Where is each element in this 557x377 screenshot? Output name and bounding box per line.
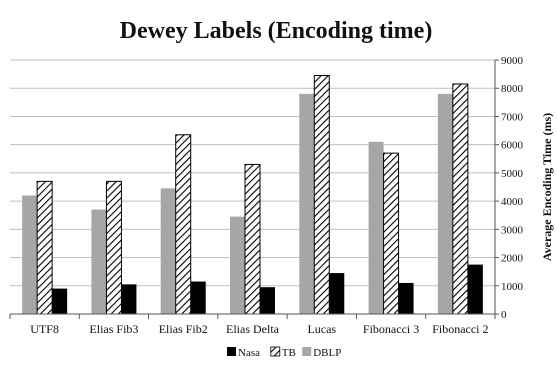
- y-tick-label: 1000: [501, 281, 524, 293]
- bar-tb-utf8: [36, 180, 53, 315]
- bar-tb-lucas: [313, 75, 330, 315]
- bar-nasa-elias-delta: [260, 287, 275, 314]
- bar-dblp-fibonacci-3: [368, 141, 384, 314]
- y-tick-label: 0: [501, 309, 507, 321]
- y-tick-label: 2000: [501, 253, 524, 265]
- legend-label-dblp: DBLP: [313, 347, 341, 359]
- bar-tb-fibonacci-3: [383, 152, 400, 315]
- legend-swatch-nasa: [227, 347, 236, 356]
- bar-dblp-elias-delta: [230, 216, 245, 314]
- legend-label-nasa: Nasa: [238, 347, 260, 359]
- x-tick-label: UTF8: [30, 322, 59, 336]
- x-tick-label: Lucas: [307, 322, 336, 336]
- bar-nasa-elias-fib3: [121, 284, 137, 314]
- chart-title: Dewey Labels (Encoding time): [120, 18, 433, 44]
- bar-dblp-lucas: [299, 93, 315, 314]
- axes: 0 1000 2000 3000 4000 5000 6000 7000 8000 9000 UTF…: [9, 55, 524, 336]
- legend-label-tb: TB: [282, 347, 296, 359]
- y-tick-label: 4000: [501, 196, 524, 208]
- x-tick-label: Fibonacci 2: [432, 322, 488, 336]
- bar-nasa-utf8: [52, 288, 68, 314]
- bar-nasa-elias-fib2: [190, 281, 206, 314]
- bar-tb-elias-fib3: [105, 180, 122, 315]
- x-tick-label: Elias Fib3: [89, 322, 138, 336]
- x-tick-label: Elias Delta: [226, 322, 280, 336]
- y-tick-label: 3000: [501, 224, 524, 236]
- bar-nasa-lucas: [329, 273, 345, 314]
- y-tick-label: 7000: [501, 111, 524, 123]
- y-tick-label: 9000: [501, 55, 524, 67]
- bar-tb-elias-delta: [244, 163, 261, 315]
- legend-swatch-dblp: [302, 347, 312, 356]
- x-tick-label: Fibonacci 3: [363, 322, 419, 336]
- bar-dblp-elias-fib2: [160, 188, 176, 314]
- legend-swatch-tb: [270, 346, 281, 357]
- bar-tb-elias-fib2: [175, 134, 192, 315]
- bar-tb-fibonacci-2: [452, 83, 469, 315]
- x-tick-label: Elias Fib2: [159, 322, 208, 336]
- bars: [22, 75, 483, 315]
- y-tick-label: 8000: [501, 83, 524, 95]
- y-axis-label: Average Encoding Time (ms): [540, 113, 554, 261]
- y-tick-label: 6000: [501, 140, 524, 152]
- bar-dblp-utf8: [22, 195, 38, 314]
- bar-nasa-fibonacci-3: [398, 282, 414, 314]
- legend: Nasa TB DBLP: [227, 346, 341, 359]
- bar-dblp-elias-fib3: [91, 209, 107, 314]
- y-tick-label: 5000: [501, 168, 524, 180]
- bar-nasa-fibonacci-2: [467, 264, 483, 314]
- bar-dblp-fibonacci-2: [437, 93, 453, 314]
